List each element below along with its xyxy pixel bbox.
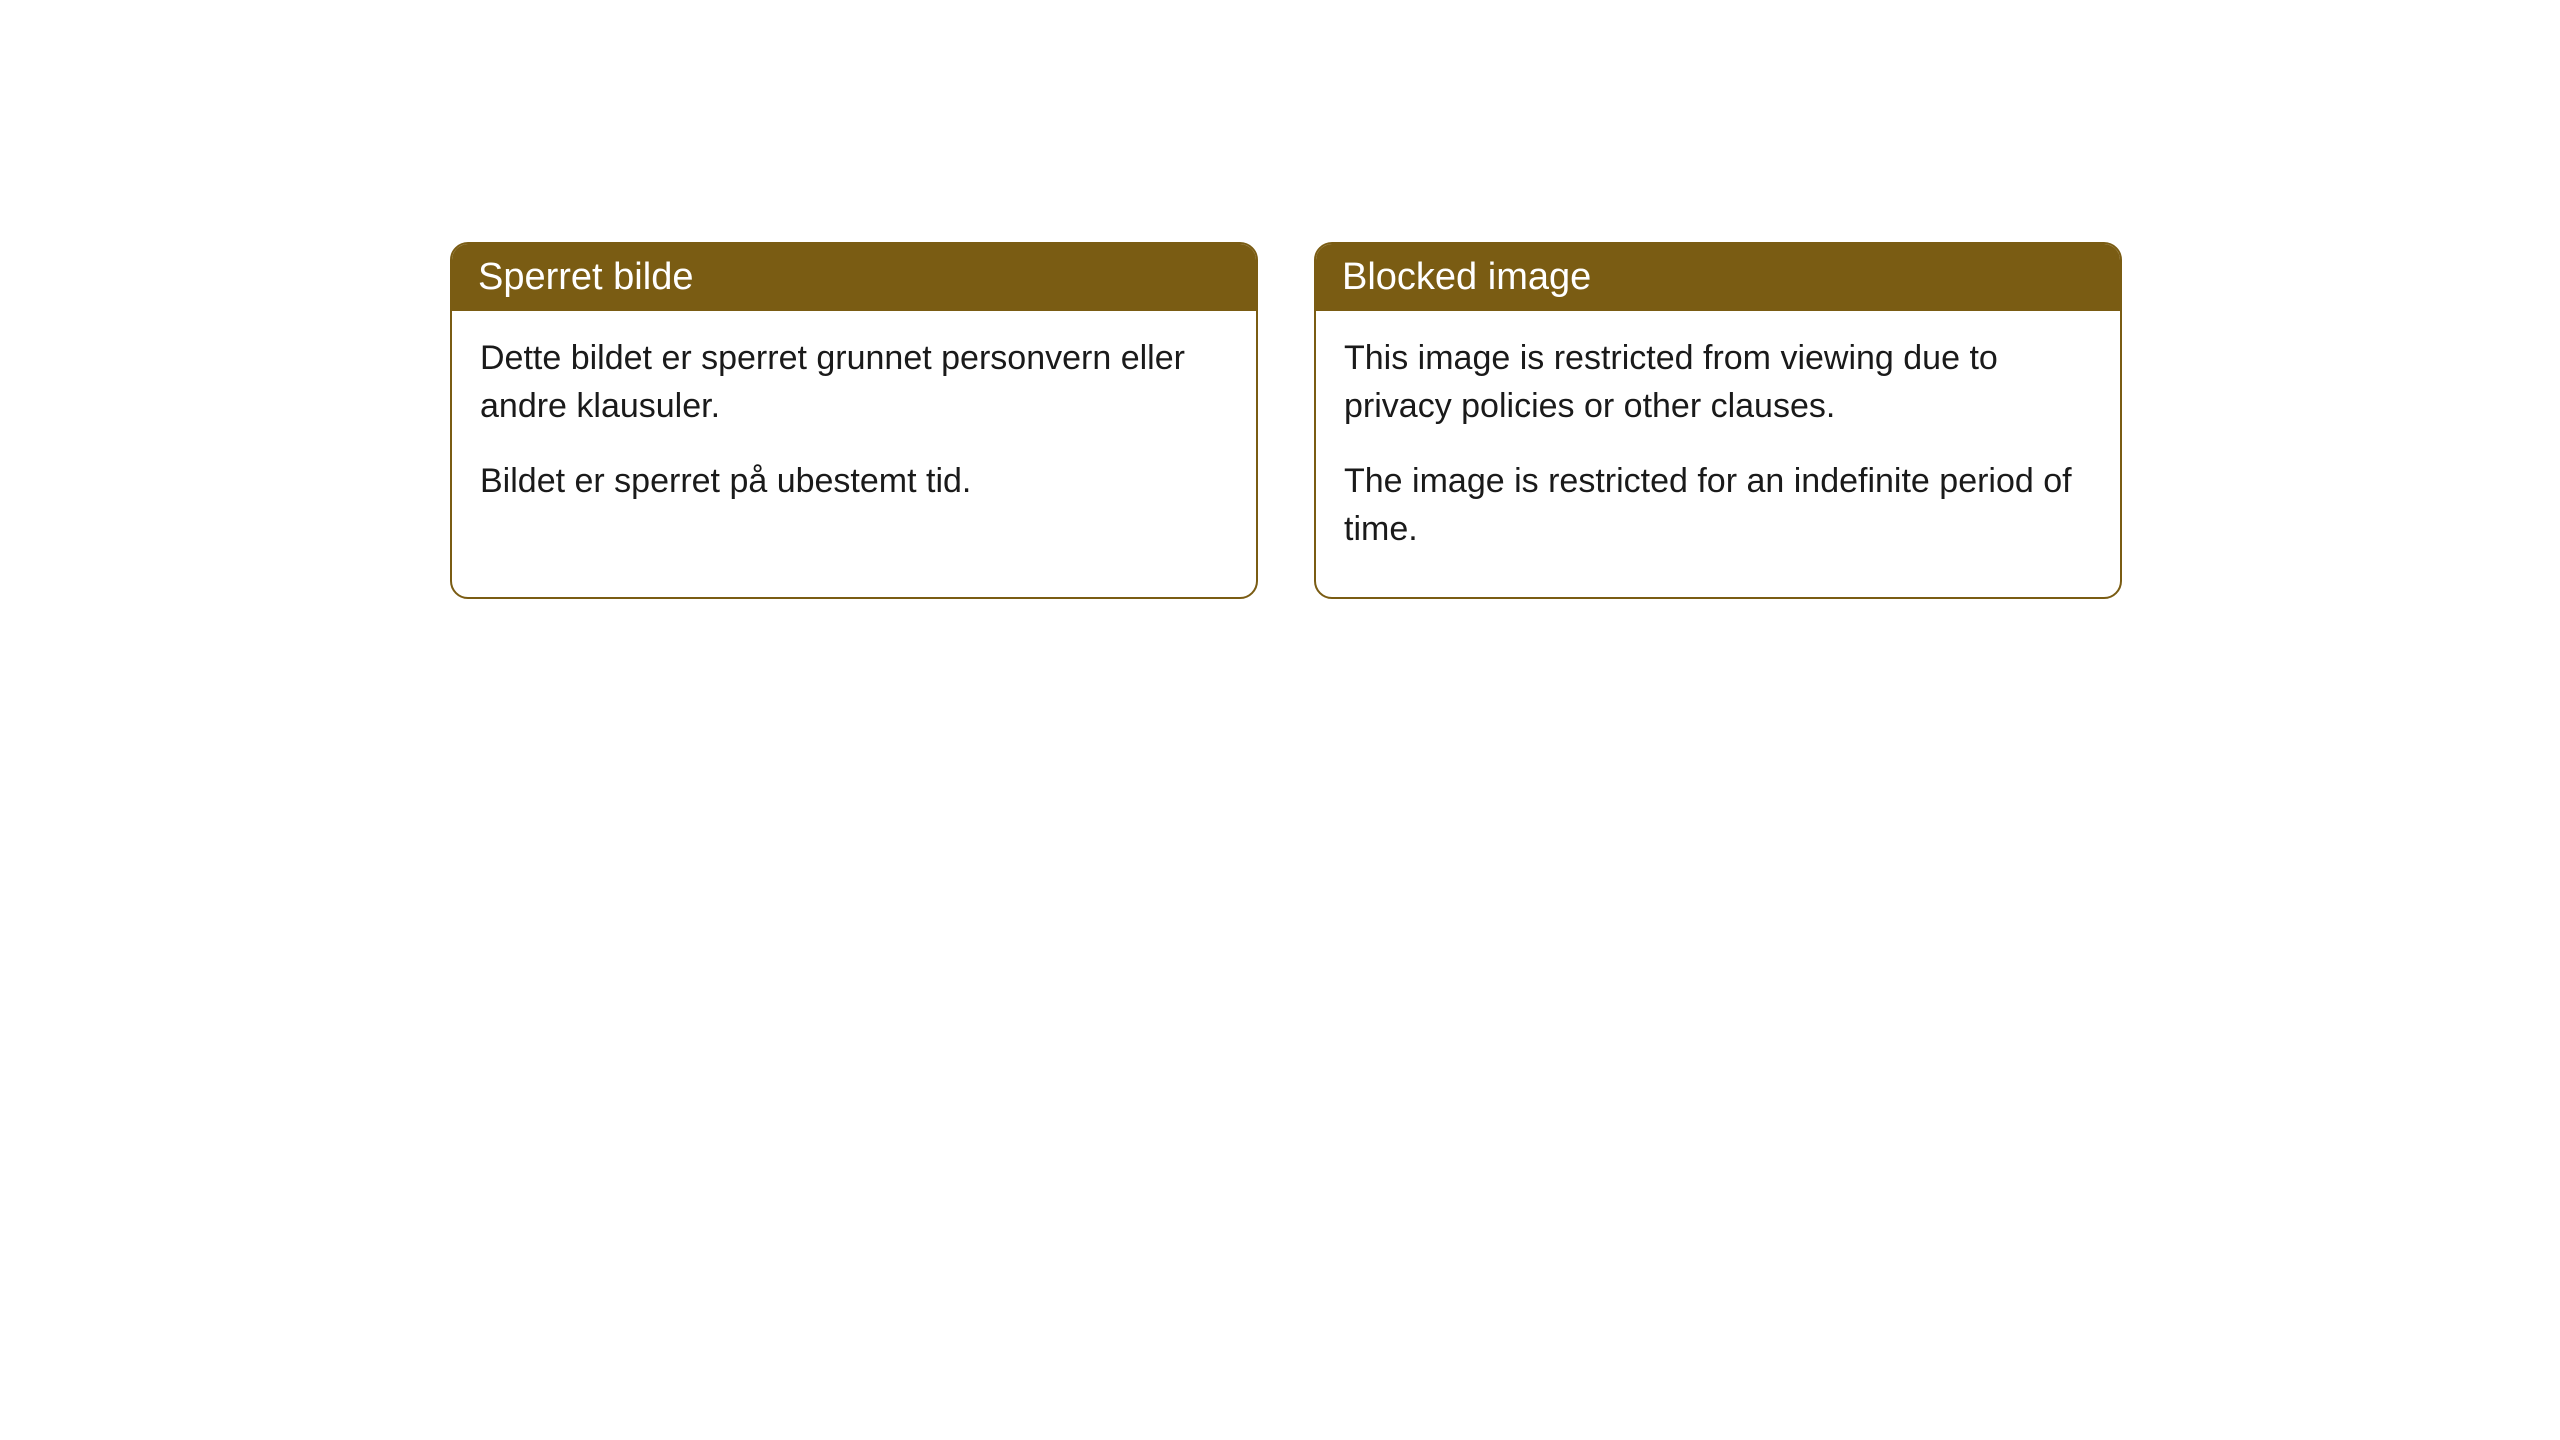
card-text-en-1: This image is restricted from viewing du… [1344, 335, 2092, 430]
notice-container: Sperret bilde Dette bildet er sperret gr… [0, 0, 2560, 599]
card-header-en: Blocked image [1316, 244, 2120, 311]
blocked-image-card-no: Sperret bilde Dette bildet er sperret gr… [450, 242, 1258, 599]
card-title-en: Blocked image [1342, 256, 1591, 298]
blocked-image-card-en: Blocked image This image is restricted f… [1314, 242, 2122, 599]
card-body-no: Dette bildet er sperret grunnet personve… [452, 311, 1256, 550]
card-title-no: Sperret bilde [478, 256, 693, 298]
card-header-no: Sperret bilde [452, 244, 1256, 311]
card-text-no-1: Dette bildet er sperret grunnet personve… [480, 335, 1228, 430]
card-body-en: This image is restricted from viewing du… [1316, 311, 2120, 597]
card-text-no-2: Bildet er sperret på ubestemt tid. [480, 458, 1228, 506]
card-text-en-2: The image is restricted for an indefinit… [1344, 458, 2092, 553]
